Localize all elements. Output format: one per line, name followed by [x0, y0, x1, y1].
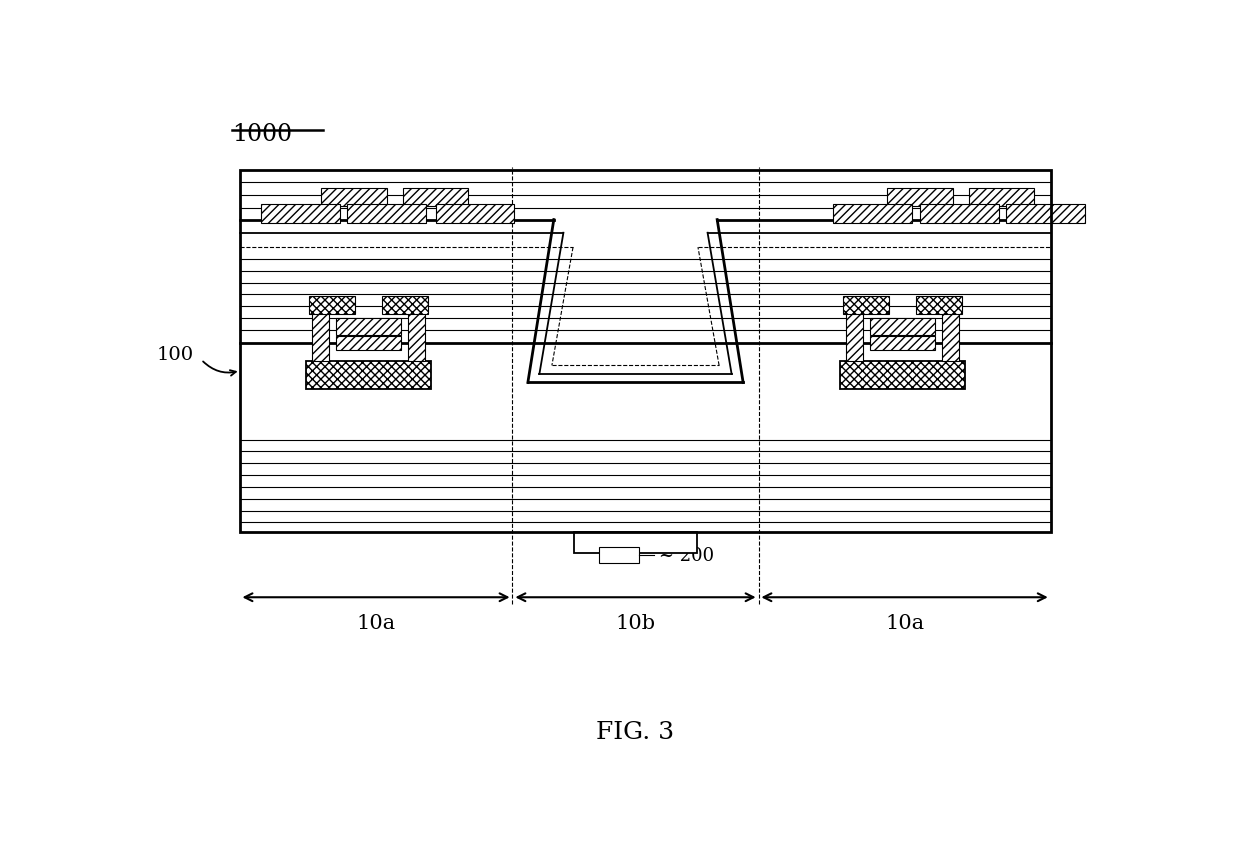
Bar — [841, 362, 965, 389]
Text: ~ 200: ~ 200 — [658, 547, 714, 565]
Bar — [336, 319, 401, 336]
Bar — [968, 189, 1034, 207]
Bar — [435, 205, 515, 223]
Bar — [347, 205, 427, 223]
Bar — [599, 548, 640, 563]
Bar — [311, 311, 329, 362]
Bar — [916, 297, 962, 314]
Bar — [920, 205, 998, 223]
Bar — [833, 205, 913, 223]
Bar — [888, 189, 952, 207]
Bar — [382, 297, 428, 314]
Bar — [260, 205, 340, 223]
Bar — [870, 319, 935, 336]
Bar — [403, 189, 469, 207]
Bar — [306, 362, 430, 389]
Bar — [942, 311, 960, 362]
Text: 1000: 1000 — [232, 124, 291, 147]
Text: 10b: 10b — [615, 613, 656, 632]
Text: FIG. 3: FIG. 3 — [596, 721, 675, 744]
Text: 10a: 10a — [885, 613, 924, 632]
Bar — [846, 311, 863, 362]
Bar — [1007, 205, 1085, 223]
Bar — [239, 171, 1050, 532]
Bar — [336, 337, 401, 351]
Text: 100: 100 — [156, 346, 193, 364]
Bar — [843, 297, 889, 314]
Bar — [870, 337, 935, 351]
Bar — [239, 171, 1050, 532]
Bar — [574, 532, 697, 553]
Bar — [309, 297, 355, 314]
Text: 10a: 10a — [356, 613, 396, 632]
Bar — [408, 311, 425, 362]
Bar — [321, 189, 387, 207]
